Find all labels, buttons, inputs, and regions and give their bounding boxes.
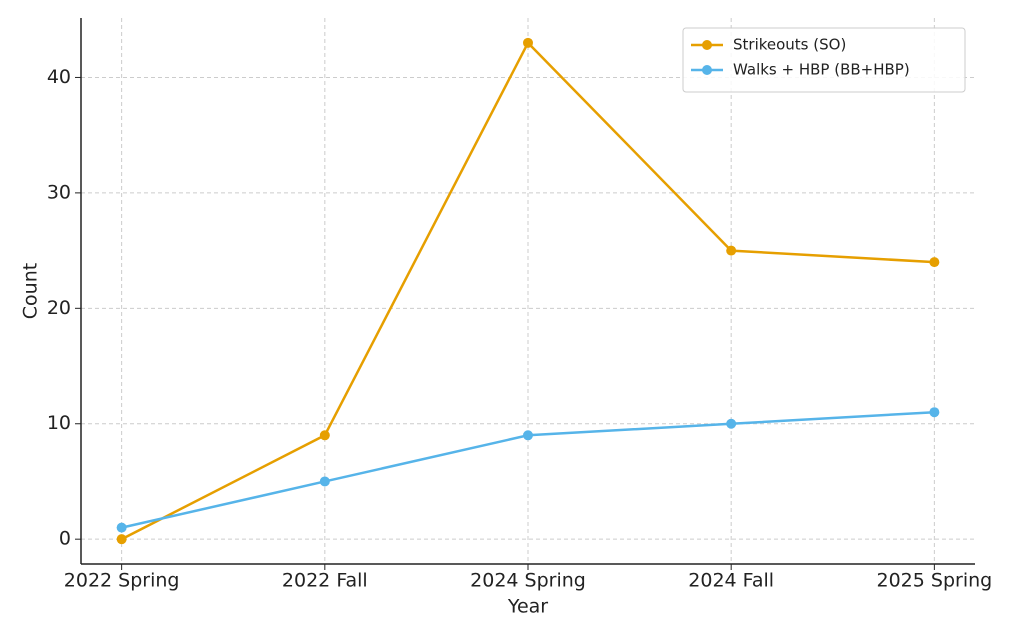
data-point: [116, 534, 127, 545]
y-tick-label: 10: [47, 412, 71, 434]
data-point: [319, 476, 330, 487]
x-tick-label: 2022 Fall: [282, 570, 368, 592]
y-tick-label: 40: [47, 66, 71, 88]
x-tick-label: 2025 Spring: [877, 570, 993, 592]
y-axis-label: Count: [20, 263, 42, 319]
data-point: [726, 245, 737, 256]
x-tick-label: 2022 Spring: [64, 570, 180, 592]
y-tick-label: 30: [47, 181, 71, 203]
legend-label: Walks + HBP (BB+HBP): [733, 61, 910, 79]
y-tick-label: 0: [59, 528, 71, 550]
legend-label: Strikeouts (SO): [733, 36, 846, 54]
legend-marker: [702, 40, 712, 50]
x-axis-label: Year: [507, 596, 548, 618]
data-point: [726, 418, 737, 429]
data-point: [929, 407, 940, 418]
x-tick-label: 2024 Spring: [470, 570, 586, 592]
legend-marker: [702, 65, 712, 75]
x-tick-label: 2024 Fall: [688, 570, 774, 592]
data-point: [319, 430, 330, 441]
data-point: [523, 430, 533, 441]
y-tick-label: 20: [47, 297, 71, 319]
data-point: [929, 257, 940, 268]
data-point: [523, 37, 533, 48]
data-point: [116, 522, 127, 533]
legend-box: [682, 27, 966, 93]
